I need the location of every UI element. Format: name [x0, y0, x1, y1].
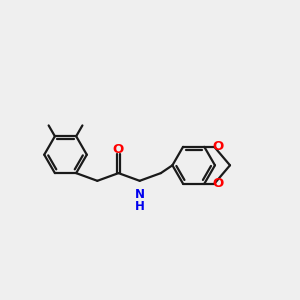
Text: N
H: N H: [135, 188, 145, 213]
Text: O: O: [113, 143, 124, 156]
Text: O: O: [212, 140, 224, 153]
Text: O: O: [212, 177, 224, 190]
